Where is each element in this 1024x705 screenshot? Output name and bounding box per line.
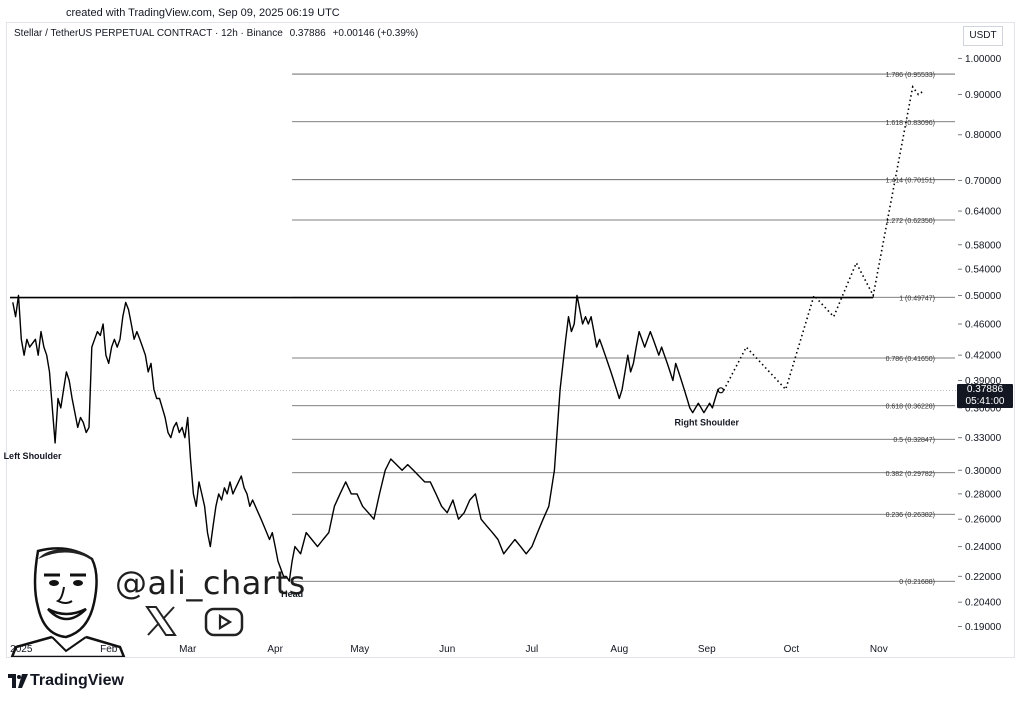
y-tick-label: 0.50000 [965, 291, 1002, 302]
fib-level-label: 1.786 (0.95533) [886, 72, 935, 79]
y-tick-label: 0.80000 [965, 130, 1002, 141]
fib-level-label: 0.236 (0.26382) [886, 512, 935, 519]
y-tick-label: 0.26000 [965, 515, 1002, 526]
symbol-title: Stellar / TetherUS PERPETUAL CONTRACT · … [14, 28, 283, 39]
y-tick-label: 0.33000 [965, 433, 1002, 444]
x-logo-icon[interactable] [145, 606, 177, 636]
created-note: created with TradingView.com, Sep 09, 20… [66, 7, 340, 19]
price-change: +0.00146 (+0.39%) [332, 28, 419, 39]
x-tick-label: Mar [179, 644, 197, 655]
fib-level-label: 0.786 (0.41650) [886, 356, 935, 363]
y-tick-label: 0.28000 [965, 489, 1002, 500]
y-tick-label: 0.64000 [965, 207, 1002, 218]
fib-level-label: 0 (0.21688) [899, 579, 935, 586]
chart-frame[interactable] [6, 22, 1015, 658]
last-price: 0.37886 [289, 28, 326, 39]
tradingview-logo-icon [8, 674, 28, 688]
y-tick-label: 0.42000 [965, 351, 1002, 362]
y-tick-label: 0.19000 [965, 622, 1002, 633]
x-tick-label: 2025 [10, 644, 33, 655]
y-tick-label: 0.20400 [965, 598, 1002, 609]
y-tick-label: 0.46000 [965, 320, 1002, 331]
tradingview-logo: TradingView [30, 672, 124, 689]
y-tick-label: 0.22000 [965, 572, 1002, 583]
y-tick-label: 0.30000 [965, 466, 1002, 477]
y-tick-label: 0.90000 [965, 90, 1002, 101]
pattern-annotation: Right Shoulder [675, 417, 740, 427]
y-tick-label: 0.70000 [965, 176, 1002, 187]
fib-level-label: 0.5 (0.32847) [893, 437, 935, 444]
y-tick-label: 0.24000 [965, 542, 1002, 553]
y-tick-label: 0.36000 [965, 403, 1002, 414]
pattern-annotation: Head [281, 589, 303, 599]
youtube-icon[interactable] [204, 607, 244, 637]
x-tick-label: Sep [698, 644, 716, 655]
fib-level-label: 1.272 (0.62350) [886, 218, 935, 225]
current-price-tag: 0.37886 05:41:00 [957, 384, 1013, 408]
y-tick-label: 1.00000 [965, 54, 1002, 65]
social-handle: @ali_charts [115, 564, 306, 602]
y-tick-label: 0.39000 [965, 376, 1002, 387]
x-tick-label: May [350, 644, 369, 655]
projection-path [722, 84, 925, 391]
avatar-illustration [10, 547, 126, 657]
symbol-legend: Stellar / TetherUS PERPETUAL CONTRACT · … [14, 28, 418, 39]
x-tick-label: Oct [784, 644, 800, 655]
fib-level-label: 1.618 (0.83096) [886, 120, 935, 127]
fib-level-label: 0.382 (0.29782) [886, 471, 935, 478]
x-tick-label: Apr [267, 644, 283, 655]
x-tick-label: Jul [525, 644, 538, 655]
fib-level-label: 0.618 (0.36228) [886, 404, 935, 411]
currency-button[interactable]: USDT [963, 26, 1003, 46]
x-tick-label: Aug [610, 644, 628, 655]
last-price-dot [717, 387, 724, 394]
bar-countdown: 05:41:00 [965, 396, 1005, 407]
price-series-line [12, 294, 722, 582]
fib-level-label: 1.414 (0.70151) [886, 178, 935, 185]
y-tick-label: 0.58000 [965, 240, 1002, 251]
pattern-annotation: Left Shoulder [4, 451, 62, 461]
y-tick-label: 0.54000 [965, 265, 1002, 276]
x-tick-label: Nov [870, 644, 888, 655]
x-tick-label: Jun [439, 644, 455, 655]
fib-level-label: 1 (0.49747) [899, 295, 935, 302]
x-tick-label: Feb [100, 644, 118, 655]
current-price: 0.37886 [966, 384, 1004, 395]
